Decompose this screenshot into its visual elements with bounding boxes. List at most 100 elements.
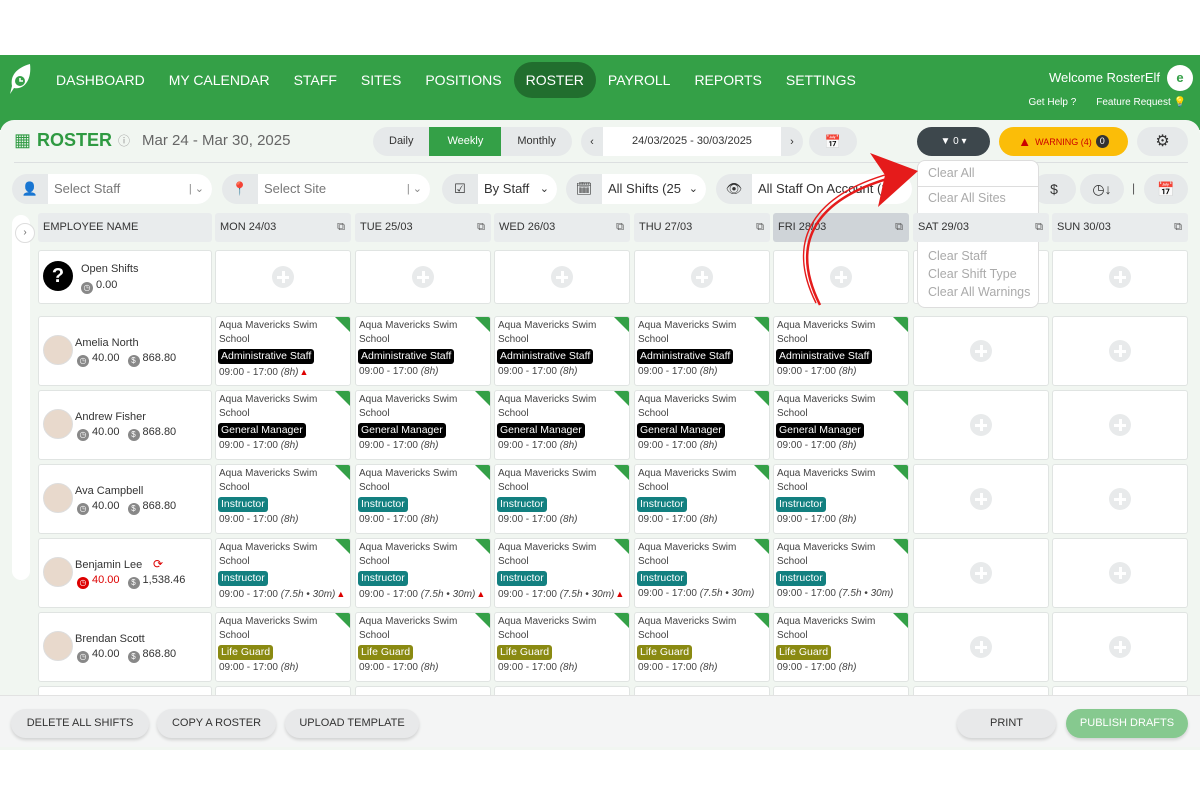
add-shift-icon[interactable] (970, 488, 992, 510)
shift-card[interactable]: Aqua Mavericks Swim School Instructor 09:0… (634, 538, 770, 608)
calendar-button[interactable]: 📅 (809, 127, 857, 156)
shift-card[interactable]: Aqua Mavericks Swim School Instructor 09:0… (355, 538, 491, 608)
menu-item-clear-all[interactable]: Clear All (928, 166, 975, 180)
shift-card[interactable]: Aqua Mavericks Swim School Life Guard 09:0… (494, 612, 630, 682)
open-shift-cell[interactable] (215, 250, 351, 304)
shift-card[interactable]: Aqua Mavericks Swim School Administrative… (215, 316, 351, 386)
add-shift-icon[interactable] (272, 266, 294, 288)
shift-card[interactable]: Aqua Mavericks Swim School Instructor 09:0… (634, 464, 770, 534)
nav-positions[interactable]: POSITIONS (425, 72, 502, 88)
sidebar-collapse[interactable]: › (12, 215, 35, 580)
open-shift-cell[interactable] (494, 250, 630, 304)
nav-my-calendar[interactable]: MY CALENDAR (168, 72, 270, 88)
shift-card[interactable]: Aqua Mavericks Swim School Instructor 09:0… (773, 538, 909, 608)
warning-icon[interactable]: ▲ (615, 589, 625, 599)
shift-card[interactable]: Aqua Mavericks Swim School Instructor 09:0… (494, 464, 630, 534)
empty-shift-cell[interactable] (913, 538, 1049, 608)
copy-icon[interactable]: ⧉ (1035, 221, 1043, 233)
nav-dashboard[interactable]: DASHBOARD (56, 72, 145, 88)
print-button[interactable]: PRINT (957, 709, 1056, 738)
open-shift-cell[interactable] (1052, 250, 1188, 304)
empty-shift-cell[interactable] (913, 390, 1049, 460)
employee-row[interactable]: Benjamin Lee ⟳ ◷ 40.00 $1,538.46 (38, 538, 212, 608)
copy-roster-button[interactable]: COPY A ROSTER (157, 709, 276, 738)
add-shift-icon[interactable] (1109, 340, 1131, 362)
warning-button[interactable]: ▲ WARNING (4) 0 (999, 127, 1128, 156)
add-shift-icon[interactable] (1109, 414, 1131, 436)
shift-card[interactable]: Aqua Mavericks Swim School General Manage… (355, 390, 491, 460)
shift-card[interactable]: Aqua Mavericks Swim School Administrative… (355, 316, 491, 386)
warning-icon[interactable]: ▲ (299, 367, 309, 377)
open-shift-cell[interactable] (634, 250, 770, 304)
copy-icon[interactable]: ⧉ (1174, 221, 1182, 233)
shift-card[interactable]: Aqua Mavericks Swim School Instructor 09:0… (215, 464, 351, 534)
upload-template-button[interactable]: UPLOAD TEMPLATE (285, 709, 419, 738)
empty-shift-cell[interactable] (913, 316, 1049, 386)
shift-card[interactable]: Aqua Mavericks Swim School General Manage… (634, 390, 770, 460)
empty-shift-cell[interactable] (1052, 316, 1188, 386)
warning-icon[interactable]: ▲ (476, 589, 486, 599)
shift-card[interactable]: Aqua Mavericks Swim School Instructor 09:0… (773, 464, 909, 534)
empty-shift-cell[interactable] (913, 464, 1049, 534)
delete-all-shifts-button[interactable]: DELETE ALL SHIFTS (11, 709, 149, 738)
copy-icon[interactable]: ⧉ (337, 221, 345, 233)
calendar-view-button[interactable]: 📅 (1144, 174, 1188, 204)
empty-shift-cell[interactable] (1052, 390, 1188, 460)
open-shift-cell[interactable] (773, 250, 909, 304)
nav-settings[interactable]: SETTINGS (785, 72, 856, 88)
rosterelf-logo-icon[interactable] (8, 62, 36, 96)
employee-row[interactable]: Andrew Fisher ◷ 40.00 $868.80 (38, 390, 212, 460)
nav-staff[interactable]: STAFF (293, 72, 337, 88)
add-shift-icon[interactable] (1109, 562, 1131, 584)
add-shift-icon[interactable] (1109, 266, 1131, 288)
add-shift-icon[interactable] (830, 266, 852, 288)
date-picker[interactable]: 24/03/2025 - 30/03/2025 (603, 127, 781, 156)
warning-icon[interactable]: ▲ (336, 589, 346, 599)
view-weekly[interactable]: Weekly (429, 127, 502, 156)
copy-icon[interactable]: ⧉ (616, 221, 624, 233)
add-shift-icon[interactable] (970, 340, 992, 362)
copy-icon[interactable]: ⧉ (756, 221, 764, 233)
shift-card[interactable]: Aqua Mavericks Swim School General Manage… (773, 390, 909, 460)
add-shift-icon[interactable] (970, 636, 992, 658)
menu-item-clear-shift-type[interactable]: Clear Shift Type (928, 267, 1017, 281)
view-monthly[interactable]: Monthly (517, 135, 556, 147)
empty-shift-cell[interactable] (913, 612, 1049, 682)
sort-time-button[interactable]: ◷↓ (1080, 174, 1124, 204)
shift-card[interactable]: Aqua Mavericks Swim School General Manage… (494, 390, 630, 460)
prev-week-button[interactable]: ‹ (590, 135, 594, 148)
shift-card[interactable]: Aqua Mavericks Swim School Life Guard 09:0… (215, 612, 351, 682)
menu-item-clear-all-sites[interactable]: Clear All Sites (928, 191, 1006, 205)
add-shift-icon[interactable] (970, 414, 992, 436)
empty-shift-cell[interactable] (1052, 464, 1188, 534)
add-shift-icon[interactable] (1109, 636, 1131, 658)
cost-toggle[interactable]: $ (1032, 174, 1076, 204)
menu-item-clear-all-warnings[interactable]: Clear All Warnings (928, 285, 1031, 299)
add-shift-icon[interactable] (551, 266, 573, 288)
user-avatar[interactable]: e (1167, 65, 1193, 91)
employee-row[interactable]: Amelia North ◷ 40.00 $868.80 (38, 316, 212, 386)
help-icon[interactable]: ⓘ (118, 134, 131, 148)
next-week-button[interactable]: › (790, 135, 794, 148)
shifts-select[interactable]: 🗓 All Shifts (25) ⌄ (566, 174, 706, 204)
publish-drafts-button[interactable]: PUBLISH DRAFTS (1066, 709, 1188, 738)
settings-button[interactable]: ⚙ (1137, 127, 1188, 156)
view-daily[interactable]: Daily (389, 135, 414, 147)
shift-card[interactable]: Aqua Mavericks Swim School Life Guard 09:0… (773, 612, 909, 682)
employee-row[interactable]: Ava Campbell ◷ 40.00 $868.80 (38, 464, 212, 534)
copy-icon[interactable]: ⧉ (477, 221, 485, 233)
shift-card[interactable]: Aqua Mavericks Swim School Administrative… (494, 316, 630, 386)
empty-shift-cell[interactable] (1052, 612, 1188, 682)
shift-card[interactable]: Aqua Mavericks Swim School Instructor 09:0… (494, 538, 630, 608)
menu-item-clear-staff[interactable]: Clear Staff (928, 249, 987, 263)
open-shift-cell[interactable] (355, 250, 491, 304)
group-by-select[interactable]: ☑ By Staff ⌄ (442, 174, 557, 204)
get-help-link[interactable]: Get Help ? (1028, 97, 1077, 108)
shift-card[interactable]: Aqua Mavericks Swim School Instructor 09:0… (355, 464, 491, 534)
filter-button[interactable]: ▼ 0 ▾ (917, 127, 990, 156)
shift-card[interactable]: Aqua Mavericks Swim School Administrative… (773, 316, 909, 386)
nav-sites[interactable]: SITES (360, 72, 402, 88)
add-shift-icon[interactable] (691, 266, 713, 288)
copy-icon[interactable]: ⧉ (895, 221, 903, 233)
shift-card[interactable]: Aqua Mavericks Swim School Life Guard 09:0… (355, 612, 491, 682)
